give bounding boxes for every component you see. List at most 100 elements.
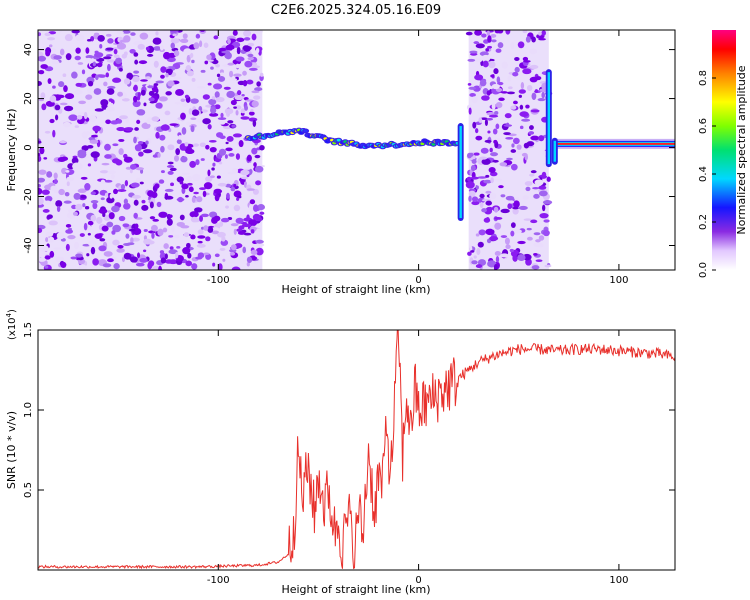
noise-speckle	[89, 139, 99, 144]
noise-speckle	[208, 98, 217, 106]
noise-speckle	[95, 74, 99, 81]
noise-speckle	[493, 44, 497, 53]
noise-speckle	[189, 211, 199, 218]
colorbar-tick-label: 0.0	[698, 262, 709, 278]
noise-speckle	[137, 140, 144, 145]
noise-speckle	[203, 225, 209, 231]
noise-speckle	[188, 108, 193, 115]
noise-speckle	[475, 233, 480, 237]
noise-speckle	[84, 182, 91, 191]
noise-speckle	[113, 263, 120, 270]
noise-speckle	[482, 60, 489, 68]
noise-speckle	[524, 181, 533, 186]
noise-speckle	[167, 144, 175, 151]
noise-speckle	[205, 236, 211, 242]
noise-speckle	[243, 97, 249, 101]
noise-speckle	[63, 105, 74, 112]
noise-speckle	[543, 219, 550, 223]
noise-speckle	[160, 66, 167, 73]
noise-speckle	[513, 229, 522, 234]
noise-speckle	[62, 73, 67, 78]
noise-speckle	[237, 230, 246, 235]
noise-speckle	[467, 58, 476, 62]
noise-speckle	[221, 236, 226, 242]
noise-speckle	[88, 240, 97, 247]
noise-speckle	[133, 52, 139, 57]
noise-speckle	[526, 141, 535, 147]
noise-speckle	[170, 182, 175, 187]
noise-speckle	[105, 33, 112, 37]
noise-speckle	[159, 44, 164, 51]
noise-speckle	[158, 265, 163, 270]
spectrogram-x-tick-label: -100	[207, 275, 230, 286]
noise-speckle	[213, 35, 219, 40]
noise-speckle	[481, 208, 487, 213]
noise-speckle	[490, 152, 499, 157]
noise-speckle	[39, 245, 49, 252]
noise-speckle	[528, 131, 535, 135]
noise-speckle	[85, 94, 93, 100]
noise-speckle	[504, 113, 512, 119]
noise-speckle	[494, 251, 501, 256]
noise-speckle	[235, 56, 245, 62]
noise-speckle	[501, 61, 508, 69]
noise-speckle	[542, 229, 550, 237]
noise-speckle	[220, 112, 224, 118]
noise-speckle	[139, 181, 144, 185]
noise-speckle	[225, 183, 232, 188]
noise-speckle	[72, 162, 82, 170]
noise-speckle	[485, 228, 495, 236]
noise-speckle	[61, 156, 69, 161]
noise-speckle	[530, 219, 538, 224]
noise-speckle	[541, 171, 547, 178]
noise-speckle	[169, 167, 177, 172]
noise-speckle	[58, 108, 63, 114]
noise-speckle	[254, 30, 263, 34]
noise-speckle	[206, 59, 214, 62]
noise-speckle	[529, 76, 538, 83]
noise-speckle	[202, 190, 207, 198]
noise-speckle	[488, 166, 496, 173]
noise-speckle	[522, 30, 528, 34]
noise-speckle	[89, 114, 97, 123]
noise-speckle	[251, 100, 259, 108]
noise-speckle	[494, 216, 503, 220]
noise-speckle	[196, 118, 203, 123]
noise-speckle	[169, 123, 179, 126]
snr-panel: -100 0 100 0.5 1.0 1.5 Height of straight lin…	[5, 309, 676, 596]
noise-speckle	[219, 135, 226, 140]
noise-speckle	[77, 62, 84, 65]
noise-speckle	[192, 143, 200, 147]
noise-speckle	[134, 127, 139, 131]
noise-speckle	[94, 108, 104, 112]
noise-speckle	[38, 140, 42, 144]
noise-speckle	[233, 183, 237, 188]
noise-speckle	[45, 231, 54, 237]
noise-speckle	[170, 42, 175, 49]
noise-speckle	[524, 153, 529, 161]
noise-speckle	[168, 235, 174, 238]
noise-speckle	[465, 31, 473, 36]
colorbar-tick-label: 0.4	[698, 166, 709, 182]
noise-speckle	[150, 224, 158, 232]
noise-speckle	[158, 211, 168, 218]
noise-speckle	[546, 176, 551, 182]
noise-speckle	[39, 147, 45, 155]
signal-band-core	[552, 142, 675, 145]
noise-speckle	[217, 117, 227, 120]
noise-speckle	[512, 72, 519, 77]
noise-speckle	[155, 31, 159, 36]
noise-speckle	[60, 261, 67, 269]
noise-speckle	[73, 192, 81, 200]
noise-speckle	[538, 135, 545, 142]
noise-speckle	[58, 81, 65, 88]
noise-speckle	[47, 78, 52, 84]
spectrogram-y-tick-label: -40	[23, 237, 34, 253]
noise-speckle	[251, 33, 257, 41]
spectrogram-ylabel: Frequency (Hz)	[5, 109, 18, 192]
noise-speckle	[53, 178, 58, 185]
snr-y-tick-label: 1.5	[23, 322, 34, 338]
noise-speckle	[49, 250, 55, 258]
noise-speckle	[220, 72, 224, 76]
noise-speckle	[179, 214, 185, 221]
